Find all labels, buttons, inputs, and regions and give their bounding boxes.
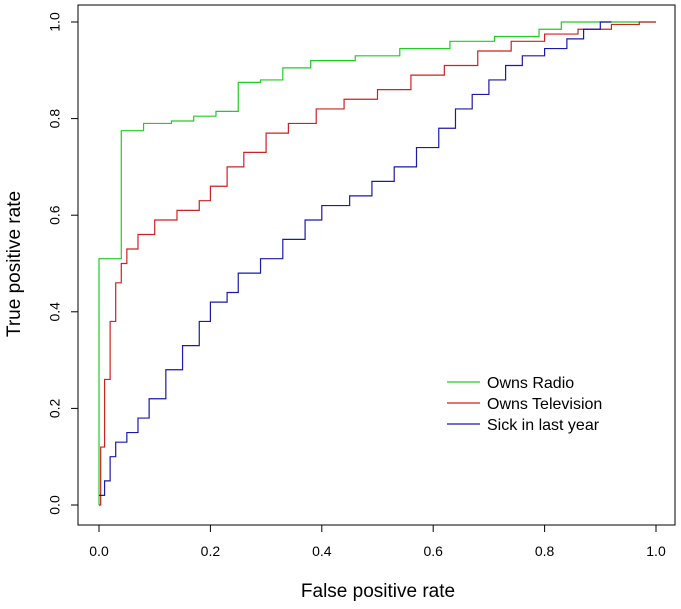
- legend-label: Owns Radio: [487, 375, 574, 392]
- x-tick-label: 1.0: [646, 543, 666, 559]
- x-tick-label: 0.0: [89, 543, 109, 559]
- series-line-0: [98, 21, 656, 505]
- series-line-1: [99, 21, 656, 506]
- series-line-2: [99, 21, 612, 496]
- x-tick-label: 0.6: [423, 543, 443, 559]
- y-tick-label: 1.0: [47, 12, 63, 32]
- y-axis: 0.0 0.2 0.4 0.6 0.8 1.0: [47, 12, 79, 515]
- x-axis-title: False positive rate: [301, 581, 455, 602]
- legend-label: Sick in last year: [487, 417, 600, 434]
- y-tick-label: 0.8: [47, 109, 63, 129]
- x-tick-label: 0.2: [201, 543, 221, 559]
- series-layer: [98, 21, 656, 506]
- x-tick-label: 0.8: [535, 543, 555, 559]
- y-axis-title: True positive rate: [4, 191, 25, 337]
- x-tick-label: 0.4: [312, 543, 332, 559]
- y-tick-label: 0.0: [47, 495, 63, 515]
- y-tick-label: 0.4: [47, 302, 63, 322]
- legend-label: Owns Television: [487, 396, 602, 413]
- legend: Owns Radio Owns Television Sick in last ye…: [447, 375, 602, 434]
- y-tick-label: 0.6: [47, 205, 63, 225]
- x-axis: 0.0 0.2 0.4 0.6 0.8 1.0: [89, 524, 666, 559]
- plot-frame: [77, 4, 676, 526]
- y-tick-label: 0.2: [47, 398, 63, 418]
